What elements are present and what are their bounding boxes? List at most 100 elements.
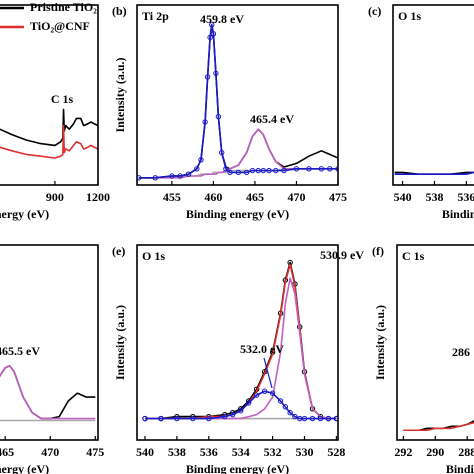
legend-label: Pristine TiO₂ bbox=[30, 0, 97, 14]
x-tick-label: 536 bbox=[200, 445, 218, 459]
annotation: 530.9 eV bbox=[320, 248, 364, 262]
x-tick-label: 288 bbox=[458, 445, 474, 459]
series-line bbox=[138, 128, 338, 179]
plot-area bbox=[137, 22, 338, 181]
x-tick-label: 470 bbox=[287, 190, 305, 204]
data-point bbox=[292, 413, 298, 420]
annotation: 465.4 eV bbox=[250, 112, 294, 126]
panel-title: O 1s bbox=[398, 9, 421, 23]
annotation: 532.0 eV bbox=[240, 342, 284, 356]
data-point bbox=[245, 400, 252, 406]
plot-area bbox=[394, 171, 474, 175]
data-point bbox=[282, 404, 289, 410]
data-point bbox=[230, 411, 236, 418]
plot-area bbox=[403, 420, 474, 432]
data-point bbox=[325, 415, 332, 422]
panel-title: O 1s bbox=[142, 249, 165, 263]
plot-area bbox=[0, 108, 98, 159]
data-point bbox=[293, 166, 300, 172]
series-line bbox=[144, 261, 337, 420]
data-point bbox=[261, 388, 268, 394]
x-tick-label: 538 bbox=[168, 445, 186, 459]
x-tick-label: 530 bbox=[296, 445, 314, 459]
x-tick-label: 455 bbox=[163, 190, 181, 204]
data-point bbox=[317, 415, 324, 422]
data-point bbox=[326, 166, 333, 172]
data-point bbox=[273, 167, 279, 174]
x-tick-label: 290 bbox=[426, 445, 444, 459]
x-tick-label: 1200 bbox=[86, 190, 110, 204]
data-point bbox=[210, 31, 217, 37]
axes-frame bbox=[396, 244, 474, 441]
y-axis-label: Intensity (a.u.) bbox=[113, 305, 127, 380]
x-tick-label: 292 bbox=[394, 445, 412, 459]
data-point bbox=[223, 166, 229, 172]
data-point bbox=[269, 390, 276, 396]
x-tick-label: 470 bbox=[41, 445, 59, 459]
axes-frame bbox=[0, 4, 99, 186]
plot-area bbox=[0, 365, 96, 422]
data-point bbox=[306, 166, 312, 172]
axes-frame bbox=[136, 244, 339, 441]
series-line bbox=[394, 171, 474, 175]
annotation: 286 bbox=[452, 345, 470, 359]
series-line bbox=[0, 365, 96, 420]
data-point bbox=[206, 415, 212, 422]
x-tick-label: 460 bbox=[204, 190, 222, 204]
data-point bbox=[235, 169, 242, 176]
annotation: 465.5 eV bbox=[0, 344, 40, 358]
panel-title: C 1s bbox=[402, 249, 425, 263]
data-point bbox=[281, 167, 287, 174]
data-point bbox=[249, 167, 256, 174]
x-tick-label: 538 bbox=[425, 190, 443, 204]
data-point bbox=[318, 166, 325, 172]
data-point bbox=[198, 157, 204, 163]
y-axis-label: Intensity (a.u.) bbox=[113, 57, 127, 132]
data-point bbox=[215, 113, 222, 120]
panel-label: (b) bbox=[112, 4, 127, 18]
series-line bbox=[144, 390, 337, 420]
data-point bbox=[137, 175, 142, 181]
data-point bbox=[177, 173, 183, 179]
data-point bbox=[266, 167, 272, 174]
x-axis-label: Binding energy (eV) bbox=[446, 462, 474, 474]
series-line bbox=[403, 421, 474, 432]
data-point bbox=[301, 415, 308, 422]
axes-frame bbox=[392, 4, 474, 186]
x-axis-label: Binding energy (eV) bbox=[442, 207, 474, 221]
x-tick-label: 536 bbox=[457, 190, 474, 204]
data-point bbox=[174, 415, 180, 422]
data-point bbox=[158, 415, 164, 422]
series-line bbox=[138, 24, 338, 179]
data-point bbox=[152, 175, 158, 181]
annotation: 459.8 eV bbox=[200, 12, 244, 26]
annotation-arrow bbox=[263, 357, 273, 389]
x-axis-label: Binding energy (eV) bbox=[186, 207, 289, 221]
x-tick-label: 475 bbox=[329, 190, 347, 204]
data-point bbox=[253, 392, 260, 398]
panel-title: Ti 2p bbox=[142, 9, 169, 23]
data-point bbox=[169, 173, 175, 179]
panel-label: (f) bbox=[372, 244, 384, 258]
data-point bbox=[222, 413, 228, 420]
x-tick-label: 532 bbox=[264, 445, 282, 459]
data-point bbox=[204, 74, 211, 80]
data-point bbox=[202, 119, 208, 125]
annotation: C 1s bbox=[51, 92, 74, 106]
data-point bbox=[277, 398, 284, 404]
x-axis-label: Binding energy (eV) bbox=[0, 462, 49, 474]
data-point bbox=[213, 70, 219, 77]
x-tick-label: 540 bbox=[136, 445, 154, 459]
data-point bbox=[190, 415, 196, 422]
x-axis-label: Binding energy (eV) bbox=[186, 462, 289, 474]
data-point bbox=[255, 167, 261, 174]
x-tick-label: 900 bbox=[46, 190, 64, 204]
data-point bbox=[207, 34, 213, 41]
x-tick-label: 465 bbox=[246, 190, 264, 204]
series-line bbox=[138, 24, 338, 179]
panel-label: (e) bbox=[112, 244, 125, 258]
data-point bbox=[260, 167, 266, 174]
x-tick-label: 534 bbox=[232, 445, 250, 459]
